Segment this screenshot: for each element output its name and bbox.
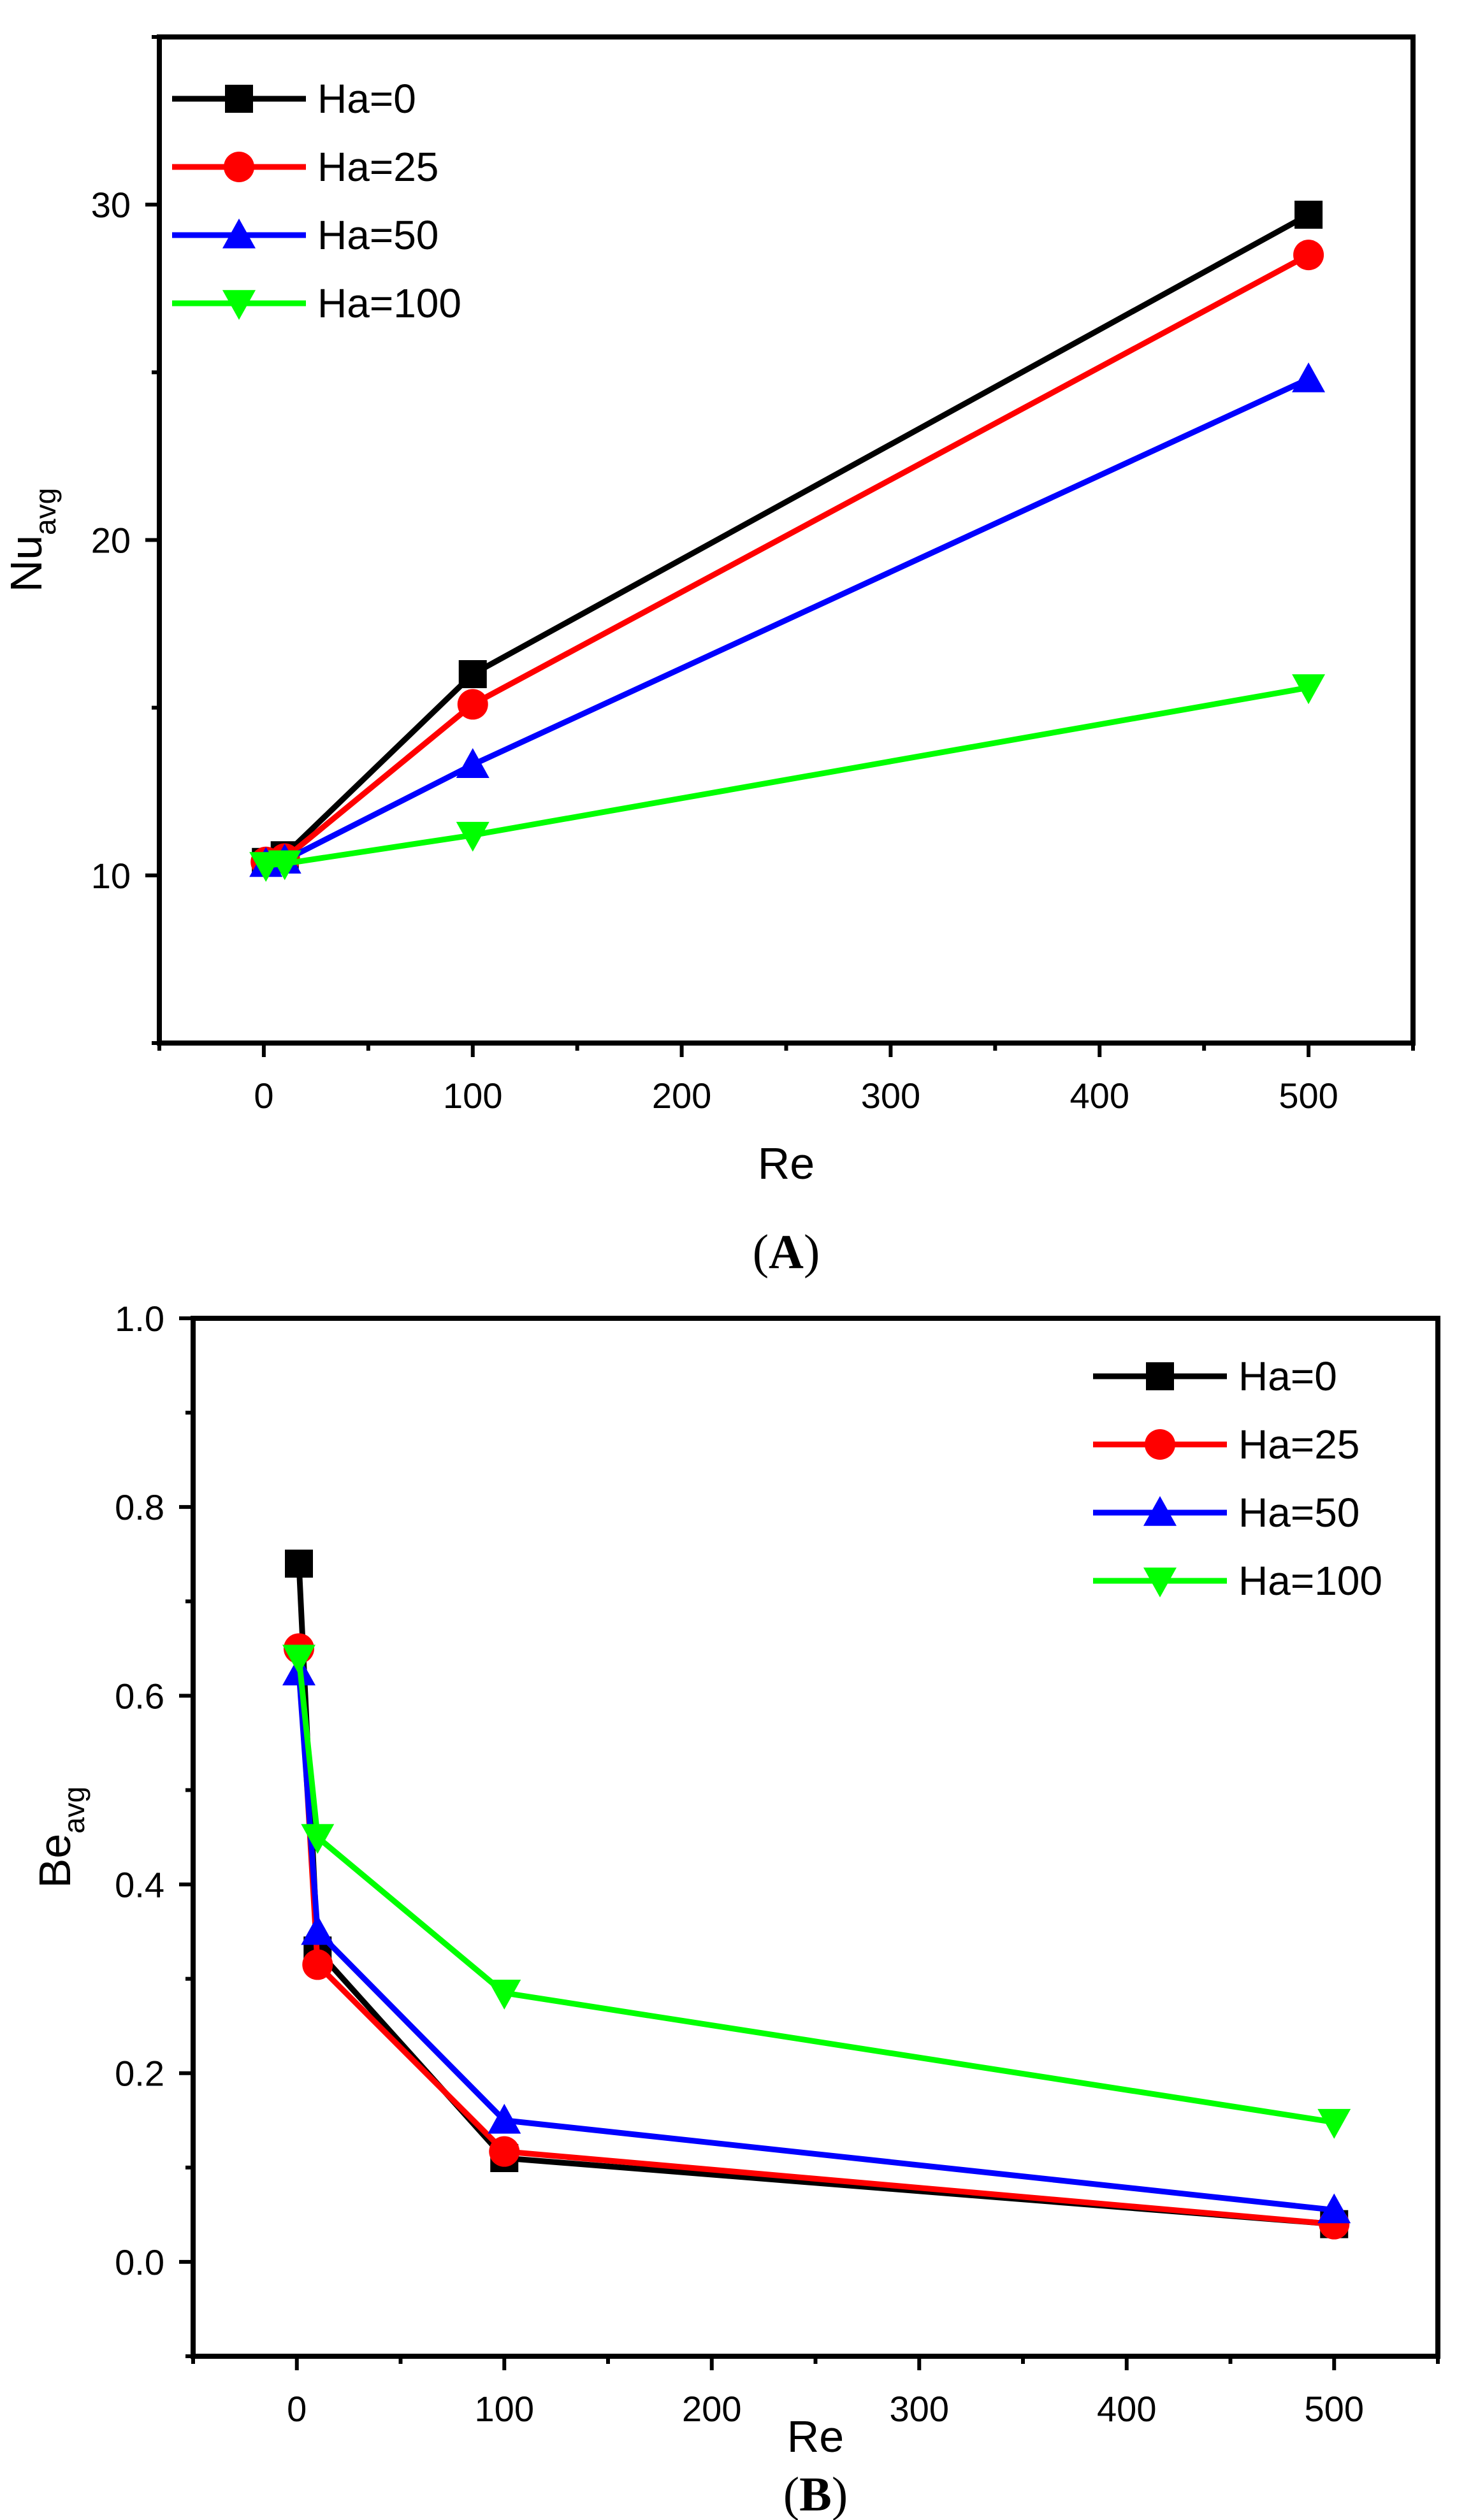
y-tick-label: 0.8 (115, 1487, 164, 1527)
data-point-ha25 (489, 2136, 520, 2167)
data-point-ha25 (1293, 240, 1324, 271)
panel-label-letter: B (799, 2468, 832, 2520)
legend: Ha=0 Ha=25 Ha=50 Ha=100 (172, 76, 461, 326)
y-tick-label: 0.4 (115, 1865, 164, 1905)
panel-label-open-paren: ( (783, 2468, 799, 2520)
data-point-ha100 (488, 1980, 521, 2010)
legend: Ha=0 Ha=25 Ha=50 Ha=100 (1093, 1353, 1382, 1604)
y-tick-label: 1.0 (115, 1299, 164, 1339)
y-axis-label-subscript: avg (57, 1787, 91, 1834)
data-point-ha25 (302, 1949, 333, 1980)
legend-label: Ha=50 (1238, 1490, 1359, 1536)
legend-label: Ha=50 (317, 212, 438, 258)
series-line-ha100 (265, 684, 1309, 868)
data-point-ha50 (456, 748, 489, 778)
data-point-ha100 (456, 821, 489, 852)
data-point-ha0 (1294, 200, 1323, 229)
x-tick-label: 500 (1279, 1076, 1338, 1116)
data-point-ha100 (268, 850, 301, 881)
y-tick-label: 0.2 (115, 2054, 164, 2094)
panel-label-letter: A (769, 1225, 804, 1279)
x-tick-label: 100 (475, 2389, 534, 2429)
data-point-ha25 (457, 689, 488, 720)
legend-label: Ha=0 (317, 76, 416, 122)
x-axis-label: Re (787, 2412, 844, 2461)
legend-marker (1146, 1362, 1174, 1390)
data-point-ha100 (1317, 2108, 1351, 2139)
x-tick-label: 200 (682, 2389, 741, 2429)
chart-panel-b: 0 100 200 300 400 500 0.0 0.2 0.4 0.6 0.8 1.0 Re Beav… (30, 1299, 1440, 2461)
y-tick-label: 0.0 (115, 2242, 164, 2282)
legend-label: Ha=25 (317, 144, 438, 190)
data-point-ha50 (1317, 2193, 1351, 2224)
data-point-ha0 (458, 660, 487, 689)
panel-label-close-paren: ) (804, 1225, 820, 1279)
data-point-ha100 (1292, 674, 1326, 705)
legend-label: Ha=0 (1238, 1353, 1337, 1399)
series-line-ha25 (296, 1648, 1335, 2228)
x-tick-label: 500 (1305, 2389, 1364, 2429)
legend-marker (1143, 1496, 1177, 1526)
series-line-ha0 (296, 1563, 1335, 2228)
legend-label: Ha=25 (1238, 1422, 1359, 1467)
x-axis-label: Re (758, 1139, 815, 1188)
x-tick-label: 300 (890, 2389, 949, 2429)
y-tick-label: 10 (91, 856, 131, 896)
x-tick-label: 100 (443, 1076, 502, 1116)
x-tick-label: 300 (861, 1076, 920, 1116)
y-axis-label: Nuavg (1, 488, 62, 593)
y-axis-label-main: Be (30, 1834, 80, 1889)
legend-marker (225, 85, 253, 113)
panel-label-open-paren: ( (753, 1225, 769, 1279)
y-tick-label: 0.6 (115, 1676, 164, 1716)
series-line-ha50 (265, 376, 1310, 867)
series-line-ha100 (296, 1657, 1335, 2126)
legend-label: Ha=100 (1238, 1558, 1382, 1604)
chart-panel-a: 0 100 200 300 400 500102030ReNuavgHa=0Ha=25Ha… (1, 34, 1416, 1188)
legend-marker (224, 152, 254, 182)
data-point-ha50 (301, 1915, 335, 1945)
series-line-ha50 (296, 1672, 1335, 2213)
panel-label-a: (A) (753, 1225, 820, 1279)
y-axis-label-main: Nu (1, 535, 51, 592)
data-point-ha100 (282, 1645, 316, 1675)
y-tick-label: 30 (91, 185, 131, 225)
x-tick-label: 0 (287, 2389, 307, 2429)
legend-marker (1145, 1429, 1175, 1460)
legend-marker (222, 290, 256, 320)
y-axis-label-subscript: avg (29, 488, 62, 535)
y-tick-label: 20 (91, 521, 131, 561)
panel-label-b: (B) (783, 2468, 848, 2520)
legend-label: Ha=100 (317, 280, 461, 326)
x-tick-label: 0 (254, 1076, 273, 1116)
x-tick-label: 400 (1097, 2389, 1156, 2429)
panel-label-close-paren: ) (832, 2468, 848, 2520)
x-tick-label: 400 (1070, 1076, 1129, 1116)
x-tick-label: 200 (652, 1076, 711, 1116)
data-point-ha0 (285, 1550, 314, 1578)
legend-marker (1143, 1567, 1177, 1597)
data-point-ha100 (301, 1824, 335, 1854)
series-line-ha25 (265, 252, 1310, 865)
legend-marker (222, 219, 256, 248)
data-point-ha50 (1292, 362, 1326, 392)
y-axis-label: Beavg (30, 1787, 91, 1889)
data-point-ha50 (488, 2103, 521, 2134)
